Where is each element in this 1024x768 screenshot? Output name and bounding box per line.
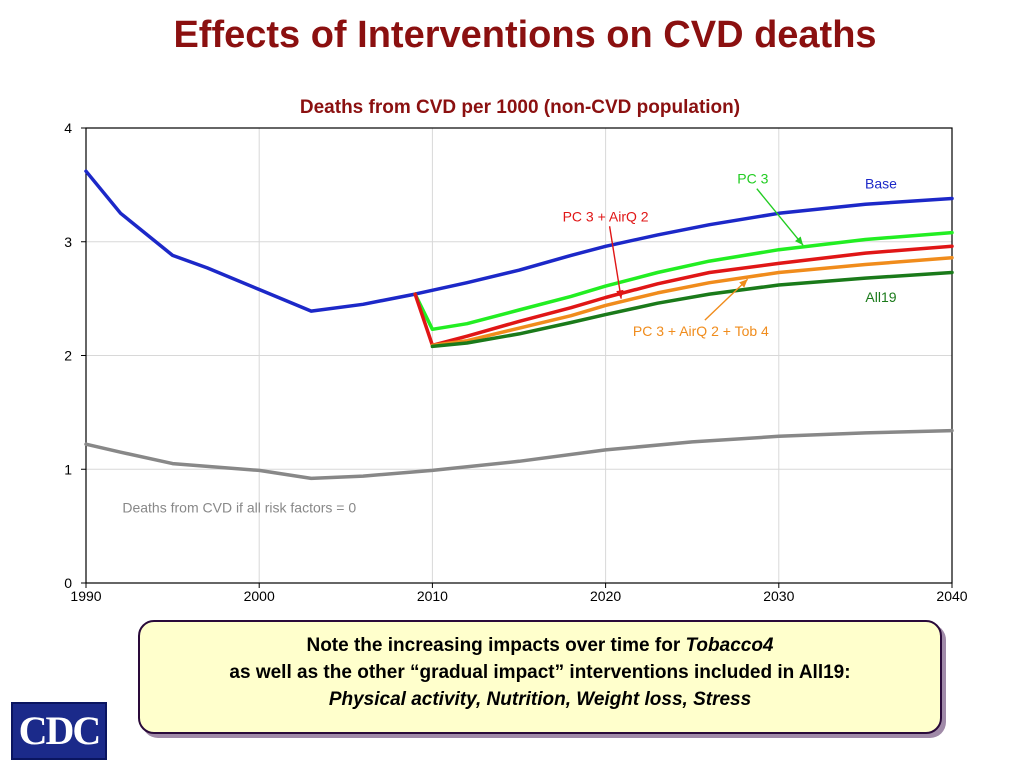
slide-title: Effects of Interventions on CVD deaths bbox=[173, 14, 877, 56]
note-line-2: as well as the other “gradual impact” in… bbox=[229, 662, 851, 683]
annotation-label: PC 3 + AirQ 2 + Tob 4 bbox=[633, 323, 769, 339]
cdc-logo: CDC bbox=[11, 702, 107, 760]
annotation-label: PC 3 bbox=[737, 171, 768, 187]
x-tick-label: 1990 bbox=[70, 588, 101, 604]
y-tick-label: 3 bbox=[64, 234, 72, 250]
annotation-arrow bbox=[756, 188, 804, 246]
series-line-pc-3 bbox=[413, 230, 954, 332]
chart-title: Deaths from CVD per 1000 (non-CVD popula… bbox=[300, 97, 740, 118]
axes: 1990 2000 2010 2020 2030 2040 0 1 2 3 4 bbox=[64, 120, 968, 604]
annotation-arrowhead bbox=[616, 289, 624, 299]
annotations: Base PC 3 PC 3 + AirQ 2 All19 PC 3 + AirQ 2 … bbox=[122, 171, 897, 516]
series-line-base bbox=[84, 169, 954, 313]
x-tick-label: 2030 bbox=[763, 588, 794, 604]
y-tick-label: 0 bbox=[64, 575, 72, 591]
y-tick-label: 4 bbox=[64, 120, 72, 136]
y-tick-label: 2 bbox=[64, 348, 72, 364]
series-line-pc-3-airq-2-tob-4 bbox=[430, 255, 954, 348]
note-box: Note the increasing impacts over time fo… bbox=[138, 620, 942, 734]
annotation-label: Deaths from CVD if all risk factors = 0 bbox=[122, 499, 356, 515]
x-tick-label: 2000 bbox=[244, 588, 275, 604]
cdc-logo-text: CDC bbox=[18, 708, 102, 753]
y-tick-label: 1 bbox=[64, 461, 72, 477]
series bbox=[84, 169, 954, 481]
annotation-label: Base bbox=[865, 175, 897, 191]
annotation-arrow bbox=[704, 278, 749, 321]
note-line-1-text: Note the increasing impacts over time fo… bbox=[306, 635, 686, 656]
annotation-arrowhead bbox=[795, 236, 804, 246]
annotation-arrow bbox=[608, 226, 622, 299]
series-line-deaths-from-cvd-if-all-risk-factors-0 bbox=[84, 428, 954, 481]
series-line-all19 bbox=[430, 270, 954, 349]
x-tick-label: 2040 bbox=[936, 588, 967, 604]
cvd-line-chart: Deaths from CVD per 1000 (non-CVD popula… bbox=[64, 97, 968, 604]
note-line-1-italic: Tobacco4 bbox=[685, 635, 774, 656]
annotation-label: All19 bbox=[865, 289, 896, 305]
annotation-arrowhead bbox=[739, 279, 748, 288]
note-line-1: Note the increasing impacts over time fo… bbox=[140, 632, 940, 659]
note-line-3: Physical activity, Nutrition, Weight los… bbox=[328, 689, 752, 710]
annotation-label: PC 3 + AirQ 2 bbox=[563, 208, 649, 224]
series-line-pc-3-airq-2 bbox=[413, 244, 954, 348]
x-tick-label: 2020 bbox=[590, 588, 621, 604]
x-tick-label: 2010 bbox=[417, 588, 448, 604]
